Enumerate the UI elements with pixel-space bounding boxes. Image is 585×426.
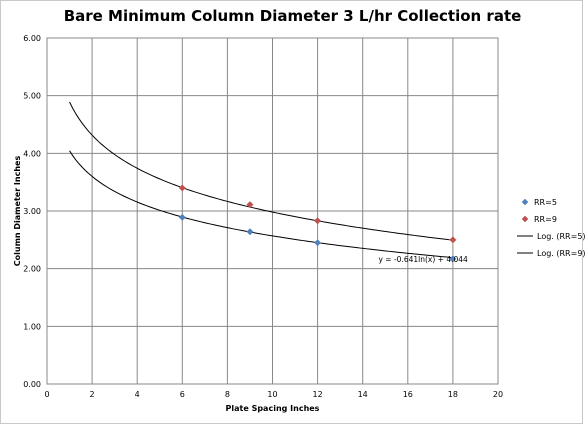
x-tick-label: 20: [493, 390, 503, 399]
x-tick-label: 8: [225, 390, 230, 399]
trendlines: [69, 101, 453, 259]
data-points: [178, 184, 457, 263]
gridlines: [47, 38, 498, 384]
x-axis-title: Plate Spacing Inches: [226, 404, 320, 413]
data-point: [246, 201, 254, 209]
annotations: y = -0.641ln(x) + 4.044: [378, 255, 468, 264]
x-tick-label: 2: [90, 390, 95, 399]
x-tick-label: 18: [448, 390, 458, 399]
x-tick-label: 4: [135, 390, 140, 399]
data-point: [449, 236, 457, 244]
y-tick-label: 1.00: [23, 322, 41, 331]
legend-label: Log. (RR=5): [537, 232, 585, 241]
data-point: [314, 239, 322, 247]
x-tick-label: 10: [267, 390, 277, 399]
y-tick-label: 5.00: [23, 92, 41, 101]
y-tick-label: 4.00: [23, 149, 41, 158]
x-tick-label: 0: [44, 390, 49, 399]
y-axis-title: Column Diameter Inches: [13, 156, 22, 267]
x-tick-label: 14: [358, 390, 368, 399]
data-point: [178, 213, 186, 221]
legend-marker: [521, 215, 529, 223]
y-tick-label: 0.00: [23, 380, 41, 389]
x-tick-label: 12: [313, 390, 323, 399]
legend-label: RR=9: [534, 215, 557, 224]
data-point: [449, 255, 457, 263]
legend-marker: [521, 198, 529, 206]
trendline: [69, 101, 453, 241]
legend: RR=5 RR=9 Log. (RR=5) Log. (RR=9): [517, 198, 585, 258]
trendline-equation: y = -0.641ln(x) + 4.044: [378, 255, 468, 264]
data-point: [314, 217, 322, 225]
tick-labels: 0 2 4 6 8 10 12 14 16 18 20 0.00 1.00 2.00 3.00 4.00 5.0…: [23, 34, 503, 399]
trendline: [69, 150, 453, 259]
x-tick-label: 6: [180, 390, 185, 399]
data-point: [178, 184, 186, 192]
x-tick-label: 16: [403, 390, 413, 399]
y-tick-label: 2.00: [23, 265, 41, 274]
y-tick-label: 3.00: [23, 207, 41, 216]
data-point: [246, 228, 254, 236]
legend-label: Log. (RR=9): [537, 249, 585, 258]
y-tick-label: 6.00: [23, 34, 41, 43]
chart-title: Bare Minimum Column Diameter 3 L/hr Coll…: [63, 7, 522, 25]
legend-label: RR=5: [534, 198, 557, 207]
